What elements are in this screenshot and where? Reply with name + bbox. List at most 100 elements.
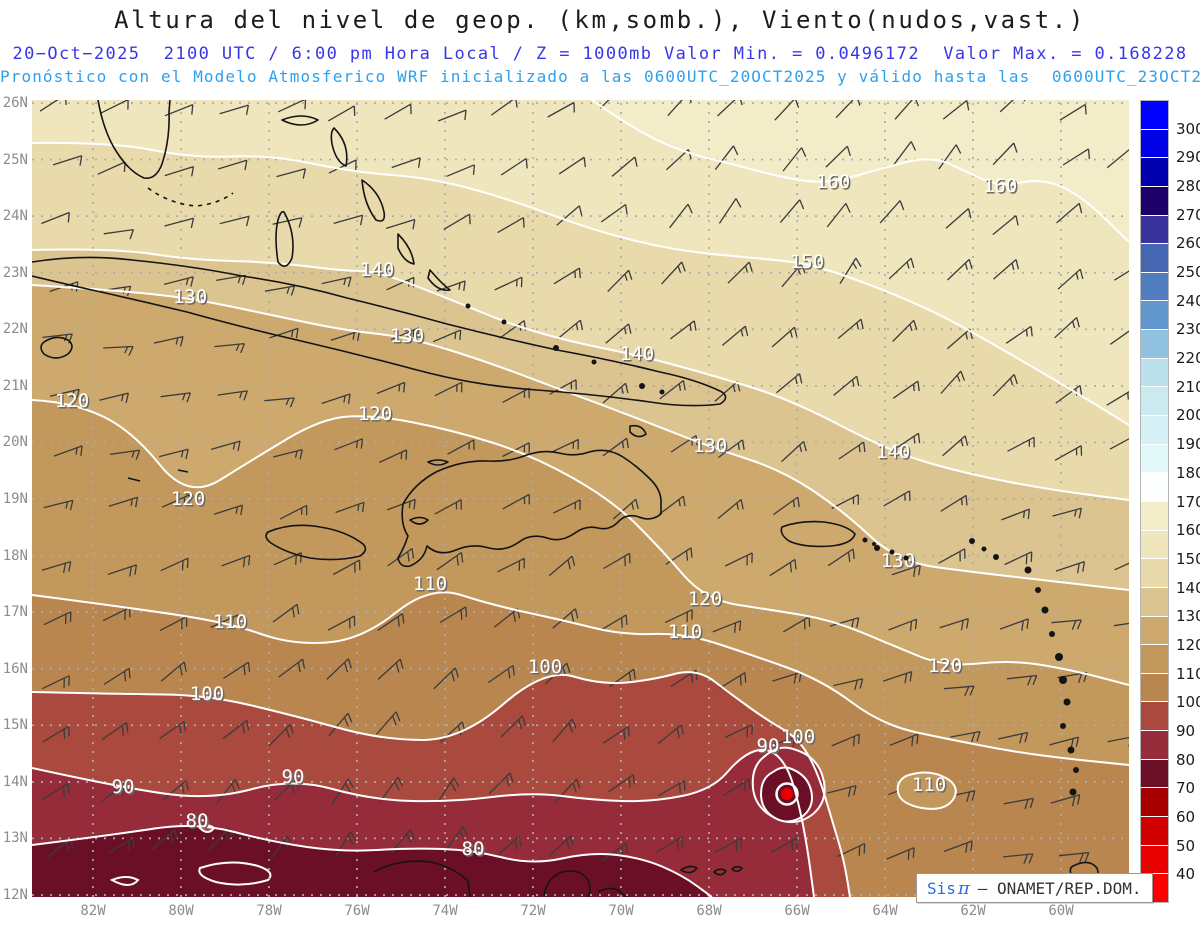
colorbar-cell [1141, 158, 1168, 187]
contour-label-130: 130 [881, 550, 915, 572]
lon-tick-label: 82W [65, 903, 121, 919]
colorbar-cell [1141, 273, 1168, 302]
contour-label-90: 90 [112, 776, 135, 798]
contour-label-80: 80 [462, 838, 485, 860]
subtitle-model-info: Pronóstico con el Modelo Atmosferico WRF… [0, 67, 1200, 86]
lon-tick-label: 70W [593, 903, 649, 919]
lon-tick-label: 74W [417, 903, 473, 919]
colorbar-cell [1141, 244, 1168, 273]
colorbar-cell [1141, 788, 1168, 817]
colorbar-tick-label: 120 [1176, 636, 1200, 654]
colorbar-tick-label: 70 [1176, 779, 1195, 797]
lat-tick-label: 17N [0, 604, 28, 620]
colorbar-tick-label: 40 [1176, 865, 1195, 883]
lon-tick-label: 68W [681, 903, 737, 919]
lat-tick-label: 25N [0, 152, 28, 168]
colorbar-tick-label: 200 [1176, 406, 1200, 424]
lat-tick-label: 22N [0, 321, 28, 337]
colorbar-cell [1141, 674, 1168, 703]
watermark: Sis π – ONAMET/REP.DOM. [916, 873, 1153, 903]
colorbar-cell [1141, 617, 1168, 646]
colorbar-tick-label: 290 [1176, 148, 1200, 166]
colorbar-cell [1141, 588, 1168, 617]
contour-label-110: 110 [413, 573, 447, 595]
watermark-source: – ONAMET/REP.DOM. [978, 879, 1142, 898]
lat-tick-label: 20N [0, 434, 28, 450]
lat-tick-label: 14N [0, 774, 28, 790]
colorbar-tick-label: 100 [1176, 693, 1200, 711]
lat-tick-label: 15N [0, 717, 28, 733]
contour-label-140: 140 [360, 259, 394, 281]
lon-tick-label: 66W [769, 903, 825, 919]
lon-tick-label: 62W [945, 903, 1001, 919]
colorbar-cell [1141, 359, 1168, 388]
contour-label-120: 120 [928, 655, 962, 677]
colorbar-cell [1141, 702, 1168, 731]
map-canvas: 1601601601601501501401401401401401401301… [32, 100, 1129, 897]
contour-label-90: 90 [282, 766, 305, 788]
colorbar-cell [1141, 187, 1168, 216]
colorbar-tick-label: 150 [1176, 550, 1200, 568]
colorbar-tick-label: 60 [1176, 808, 1195, 826]
contour-label-100: 100 [190, 683, 224, 705]
colorbar-cell [1141, 817, 1168, 846]
lat-tick-label: 13N [0, 830, 28, 846]
colorbar-tick-label: 230 [1176, 320, 1200, 338]
contour-label-100: 100 [528, 656, 562, 678]
colorbar-tick-label: 170 [1176, 493, 1200, 511]
lat-tick-label: 21N [0, 378, 28, 394]
lat-tick-label: 16N [0, 661, 28, 677]
colorbar-tick-label: 140 [1176, 579, 1200, 597]
contour-label-100: 100 [781, 726, 815, 748]
contour-label-110: 110 [912, 774, 946, 796]
lat-tick-label: 23N [0, 265, 28, 281]
lon-tick-label: 80W [153, 903, 209, 919]
colorbar-cell [1141, 531, 1168, 560]
colorbar-cell [1141, 330, 1168, 359]
colorbar-tick-label: 50 [1176, 837, 1195, 855]
contour-label-80: 80 [186, 810, 209, 832]
contour-label-160: 160 [816, 171, 850, 193]
colorbar-cell [1141, 473, 1168, 502]
colorbar [1140, 100, 1169, 903]
lat-tick-label: 18N [0, 548, 28, 564]
page-title: Altura del nivel de geop. (km,somb.), Vi… [0, 6, 1200, 34]
colorbar-tick-label: 180 [1176, 464, 1200, 482]
lon-tick-label: 78W [241, 903, 297, 919]
colorbar-tick-label: 300 [1176, 120, 1200, 138]
lat-tick-label: 26N [0, 95, 28, 111]
contour-label-120: 120 [688, 588, 722, 610]
colorbar-cell [1141, 760, 1168, 789]
colorbar-tick-label: 280 [1176, 177, 1200, 195]
contour-label-160: 160 [983, 175, 1017, 197]
weather-chart-figure: Altura del nivel de geop. (km,somb.), Vi… [0, 0, 1200, 927]
colorbar-tick-label: 210 [1176, 378, 1200, 396]
colorbar-tick-label: 220 [1176, 349, 1200, 367]
colorbar-cell [1141, 645, 1168, 674]
colorbar-cell [1141, 559, 1168, 588]
contour-label-120: 120 [171, 488, 205, 510]
contour-label-110: 110 [213, 611, 247, 633]
colorbar-cell [1141, 731, 1168, 760]
contour-label-130: 130 [390, 325, 424, 347]
colorbar-tick-label: 80 [1176, 751, 1195, 769]
colorbar-tick-label: 270 [1176, 206, 1200, 224]
pi-symbol: π [958, 878, 970, 899]
colorbar-cell [1141, 445, 1168, 474]
colorbar-cell [1141, 502, 1168, 531]
colorbar-cell [1141, 387, 1168, 416]
colorbar-cell [1141, 101, 1168, 130]
colorbar-cell [1141, 130, 1168, 159]
contour-label-110: 110 [668, 621, 702, 643]
lat-tick-label: 24N [0, 208, 28, 224]
colorbar-tick-label: 260 [1176, 234, 1200, 252]
contour-label-150: 150 [790, 251, 824, 273]
colorbar-tick-label: 130 [1176, 607, 1200, 625]
colorbar-cell [1141, 846, 1168, 875]
lon-tick-label: 60W [1033, 903, 1089, 919]
contour-label-130: 130 [693, 435, 727, 457]
lat-tick-label: 19N [0, 491, 28, 507]
colorbar-tick-label: 190 [1176, 435, 1200, 453]
contour-label-120: 120 [55, 390, 89, 412]
colorbar-tick-label: 90 [1176, 722, 1195, 740]
